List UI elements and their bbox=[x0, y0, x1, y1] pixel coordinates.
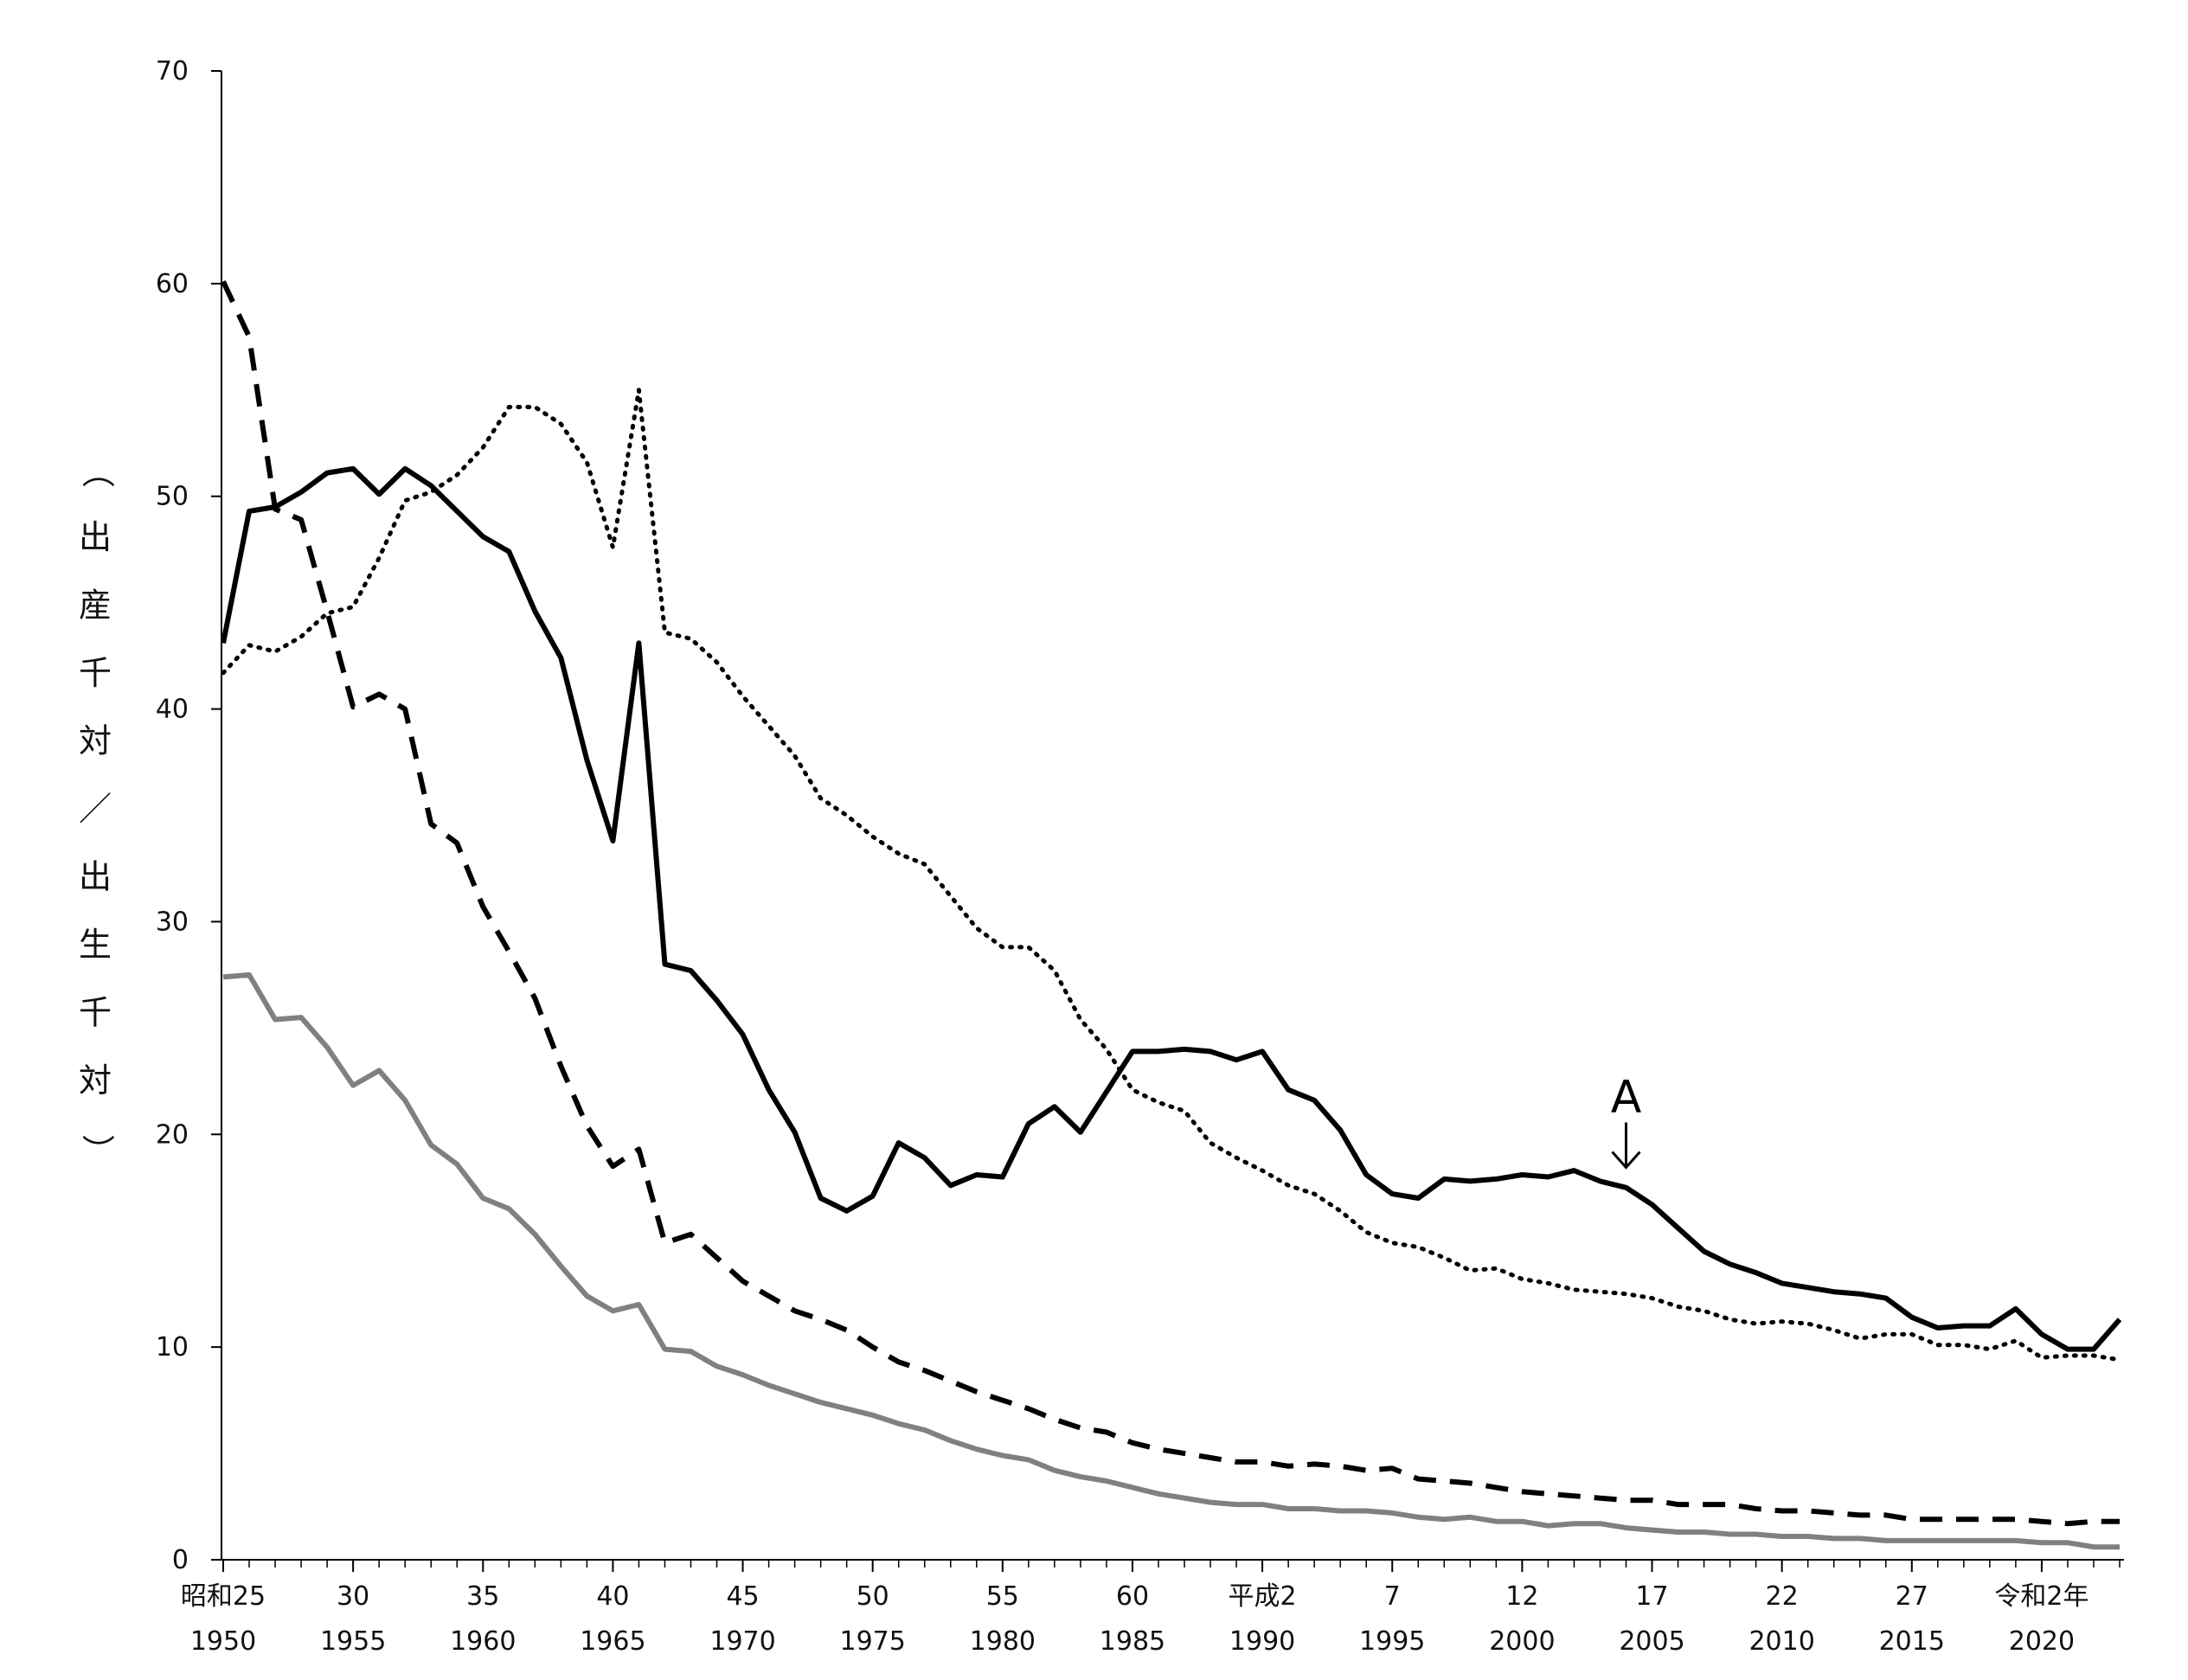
x-tick-label-era: 50 bbox=[857, 1581, 889, 1612]
x-tick-label-year: 1950 bbox=[190, 1626, 256, 1657]
x-tick-label-year: 1970 bbox=[709, 1626, 775, 1657]
y-tick-label: 10 bbox=[156, 1332, 189, 1363]
ylabel-char: （ bbox=[79, 455, 117, 488]
annotation: A bbox=[1611, 1072, 1642, 1170]
x-tick-label-era: 昭和25 bbox=[181, 1581, 266, 1612]
x-tick-label-era: 35 bbox=[466, 1581, 499, 1612]
x-tick-label-era: 60 bbox=[1116, 1581, 1149, 1612]
y-tick-label: 70 bbox=[156, 56, 189, 87]
ylabel-char: ／ bbox=[79, 790, 112, 828]
x-tick-label-year: 1985 bbox=[1100, 1626, 1165, 1657]
y-tick-label: 50 bbox=[156, 482, 189, 512]
y-tick-label: 30 bbox=[156, 907, 189, 937]
annotation-label: A bbox=[1611, 1072, 1642, 1124]
x-tick-label-year: 1965 bbox=[580, 1626, 645, 1657]
x-axis: 昭和25 1950 30 1955 35 1960 40 1965 45 1970 50 1975 55… bbox=[181, 1559, 2124, 1657]
ylabel-char: 出 bbox=[79, 518, 112, 556]
ylabel-char: 対 bbox=[79, 1061, 112, 1100]
x-tick-label-era: 17 bbox=[1635, 1581, 1668, 1612]
series-lines bbox=[221, 280, 2122, 1550]
x-tick-label-era: 27 bbox=[1896, 1581, 1928, 1612]
x-tick-label-era: 55 bbox=[986, 1581, 1019, 1612]
x-tick-label-year: 2015 bbox=[1879, 1626, 1945, 1657]
x-tick-label-year: 2020 bbox=[2009, 1626, 2075, 1657]
x-tick-label-era: 30 bbox=[337, 1581, 369, 1612]
y-tick-label: 60 bbox=[156, 269, 189, 299]
x-tick-label-era: 令和2年 bbox=[1994, 1581, 2089, 1612]
ylabel-char: 千 bbox=[79, 994, 112, 1032]
x-tick-label-era: 平成2 bbox=[1229, 1581, 1297, 1612]
x-tick-label-year: 2005 bbox=[1619, 1626, 1684, 1657]
series-line-dashed bbox=[221, 280, 2120, 1527]
x-tick-label-year: 1960 bbox=[450, 1626, 516, 1657]
ylabel-char: 出 bbox=[79, 858, 112, 896]
x-tick-label-era: 7 bbox=[1384, 1581, 1401, 1612]
series-line-dotted bbox=[221, 388, 2122, 1363]
x-tick-label-year: 1995 bbox=[1359, 1626, 1425, 1657]
x-tick-label-era: 40 bbox=[596, 1581, 629, 1612]
ylabel-char: 対 bbox=[79, 722, 112, 760]
y-tick-label: 40 bbox=[156, 695, 189, 725]
x-tick-label-year: 1980 bbox=[970, 1626, 1036, 1657]
y-tick-label: 0 bbox=[172, 1545, 189, 1575]
annotation-arrow-head bbox=[1611, 1151, 1641, 1170]
y-axis: 0 10 20 30 40 50 60 70 bbox=[156, 56, 222, 1575]
x-tick-label-era: 22 bbox=[1766, 1581, 1799, 1612]
y-tick-label: 20 bbox=[156, 1119, 189, 1150]
series-line-solid-gray bbox=[222, 971, 2120, 1550]
x-tick-label-year: 1990 bbox=[1229, 1626, 1295, 1657]
x-tick-label-year: 2000 bbox=[1489, 1626, 1555, 1657]
ylabel-char: 産 bbox=[79, 587, 112, 625]
ylabel-char: 生 bbox=[79, 926, 112, 964]
x-tick-label-era: 12 bbox=[1505, 1581, 1538, 1612]
ylabel-char: ） bbox=[79, 1134, 117, 1167]
x-tick-label-year: 2010 bbox=[1748, 1626, 1814, 1657]
x-tick-label-year: 1955 bbox=[320, 1626, 386, 1657]
series-line-solid bbox=[221, 465, 2122, 1352]
ylabel-char: 千 bbox=[79, 654, 112, 692]
x-tick-label-era: 45 bbox=[726, 1581, 759, 1612]
x-tick-label-year: 1975 bbox=[840, 1626, 906, 1657]
